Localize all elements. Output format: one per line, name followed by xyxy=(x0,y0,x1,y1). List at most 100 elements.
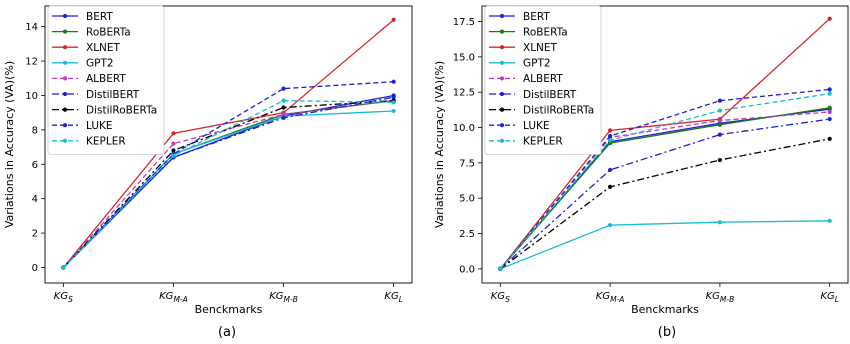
y-tick-label: 17.5 xyxy=(453,17,475,28)
series-line xyxy=(499,18,831,270)
data-point xyxy=(391,95,396,100)
series-line xyxy=(62,99,394,268)
data-point xyxy=(827,109,832,115)
data-point xyxy=(281,112,286,117)
legend-marker xyxy=(62,45,68,50)
plot-frame xyxy=(44,5,413,284)
legend-label: BERT xyxy=(523,11,550,23)
legend-marker xyxy=(62,123,68,128)
y-tick-label: 0 xyxy=(32,263,38,274)
plot-frame xyxy=(481,5,849,284)
legend-marker xyxy=(499,91,505,97)
data-point xyxy=(608,222,613,228)
chart-panel-b: 0.0 2.5 5.0 7.5 10.0 12.5 15.0 17.5 KGS KGM-A KGM-… xyxy=(433,5,849,340)
y-tick-label: 10 xyxy=(25,91,38,102)
y-tick-label: 10.0 xyxy=(453,123,475,134)
y-tick-label: 6 xyxy=(32,160,38,171)
data-point xyxy=(717,108,723,113)
legend-marker xyxy=(62,13,68,19)
y-tick-label: 0.0 xyxy=(459,264,475,275)
y-tick-label: 14 xyxy=(25,22,38,33)
series-line xyxy=(500,220,830,270)
data-point xyxy=(281,115,286,120)
data-point xyxy=(608,167,613,173)
data-point xyxy=(281,86,286,91)
data-point xyxy=(827,218,832,223)
data-point xyxy=(61,265,66,270)
series-line xyxy=(499,118,830,270)
legend-marker xyxy=(62,29,68,34)
data-point xyxy=(391,17,396,22)
data-point xyxy=(827,87,832,92)
legend-marker xyxy=(499,13,505,19)
series-line xyxy=(499,92,830,270)
x-tick-label: KGS xyxy=(491,291,510,304)
legend: BERT RoBERTa XLNET GPT2 ALBERT DistilBERT Dist… xyxy=(484,5,602,155)
legend-marker xyxy=(499,76,505,81)
legend-marker xyxy=(499,107,505,112)
series-distilbert xyxy=(498,116,832,271)
data-point xyxy=(391,108,396,114)
data-point xyxy=(717,122,723,127)
x-tick-label: KGM-B xyxy=(706,291,735,304)
legend-label: KEPLER xyxy=(86,136,126,148)
data-point xyxy=(717,98,723,103)
y-tick-label: 2 xyxy=(32,229,38,240)
legend-label: XLNET xyxy=(523,42,558,54)
x-tick-label: KGL xyxy=(384,291,403,304)
legend-box xyxy=(484,5,602,155)
data-point xyxy=(391,79,396,84)
y-tick-label: 12.5 xyxy=(453,88,475,99)
y-axis-label: Variations in Accuracy (VA)(%) xyxy=(433,61,446,228)
y-tick-label: 12 xyxy=(25,57,38,68)
series-line xyxy=(62,19,395,268)
legend-label: RoBERTa xyxy=(523,26,568,38)
data-point xyxy=(827,136,832,141)
legend-marker xyxy=(499,45,505,50)
x-tick-label: KGM-A xyxy=(159,291,188,304)
panel-caption: (a) xyxy=(218,325,236,340)
series-kepler xyxy=(498,91,832,271)
legend-marker xyxy=(62,138,68,143)
legend-marker xyxy=(499,138,505,143)
legend-label: LUKE xyxy=(86,120,113,132)
y-tick-label: 4 xyxy=(32,194,38,205)
series-distilroberta xyxy=(498,136,832,271)
legend-marker xyxy=(499,29,505,34)
data-point xyxy=(717,157,723,163)
legend-marker xyxy=(62,91,68,97)
legend-label: KEPLER xyxy=(523,136,563,148)
y-axis-label: Variations in Accuracy (VA)(%) xyxy=(3,61,16,228)
legend-marker xyxy=(499,60,505,65)
series-gpt2 xyxy=(498,218,832,271)
series-line xyxy=(62,96,394,268)
y-tick-label: 8 xyxy=(32,125,38,136)
y-tick-label: 7.5 xyxy=(459,158,475,169)
data-point xyxy=(171,141,176,146)
series-line xyxy=(62,99,394,268)
y-tick-label: 15.0 xyxy=(453,52,475,63)
x-tick-label: KGM-B xyxy=(269,291,298,304)
legend-marker xyxy=(62,76,68,81)
legend-label: GPT2 xyxy=(523,58,551,70)
legend-label: ALBERT xyxy=(523,73,563,85)
data-point xyxy=(827,16,832,21)
series-kepler xyxy=(61,98,396,270)
series-line xyxy=(499,111,830,270)
legend-label: ALBERT xyxy=(86,73,126,85)
data-point xyxy=(827,91,832,96)
legend-marker xyxy=(499,123,505,128)
data-point xyxy=(171,153,176,158)
y-tick-label: 2.5 xyxy=(459,229,475,240)
data-point xyxy=(827,116,832,122)
series-line xyxy=(499,138,830,270)
data-point xyxy=(608,128,613,133)
legend-label: DistilRoBERTa xyxy=(86,104,157,116)
series-line xyxy=(62,110,394,268)
legend-label: DistilBERT xyxy=(523,89,577,101)
data-point xyxy=(171,131,176,136)
y-tick-label: 5.0 xyxy=(459,194,475,205)
data-point xyxy=(281,98,286,103)
x-tick-label: KGM-A xyxy=(596,291,625,304)
